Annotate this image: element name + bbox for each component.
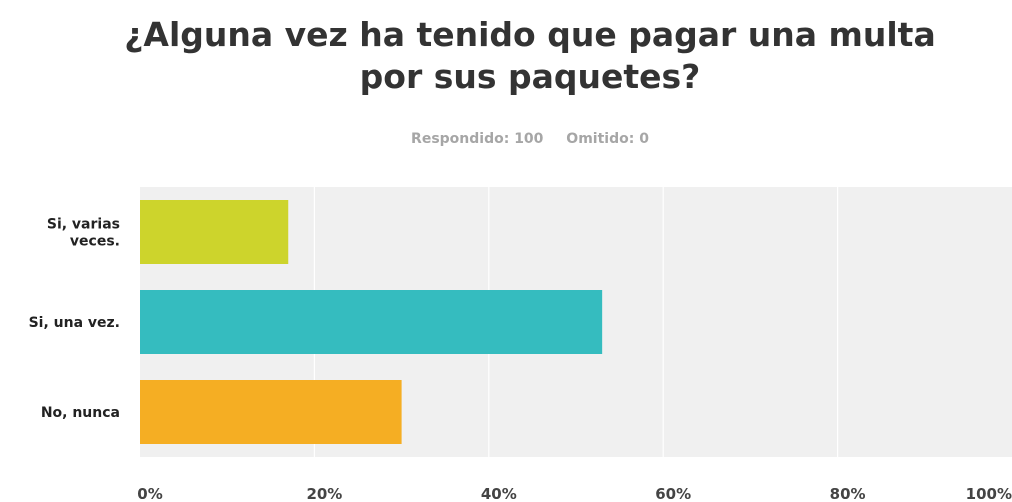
chart-title-line-1: ¿Alguna vez ha tenido que pagar una mult… [124,15,936,54]
chart-title: ¿Alguna vez ha tenido que pagar una mult… [0,14,1012,98]
x-tick-label: 40% [481,485,517,502]
bar [140,290,603,354]
answered-count: Respondido: 100 [411,131,544,147]
x-tick-label: 60% [655,485,691,502]
bars [140,200,603,444]
x-tick-label: 20% [306,485,342,502]
x-tick-label: 0% [137,485,162,502]
category-labels: Si, varias veces. Si, una vez. No, nunca [29,217,120,422]
bar [140,380,402,444]
category-label: No, nunca [41,405,120,421]
x-tick-label: 80% [830,485,866,502]
x-tick-label: 100% [966,485,1012,502]
chart-title-line-2: por sus paquetes? [359,57,701,96]
x-tick-labels: 0% 20% 40% 60% 80% 100% [137,485,1012,502]
category-label: Si, varias veces. [47,217,120,250]
category-label: Si, una vez. [29,315,120,331]
bar [140,200,289,264]
response-stats: Respondido: 100 Omitido: 0 [0,131,1012,147]
skipped-count: Omitido: 0 [566,131,649,147]
